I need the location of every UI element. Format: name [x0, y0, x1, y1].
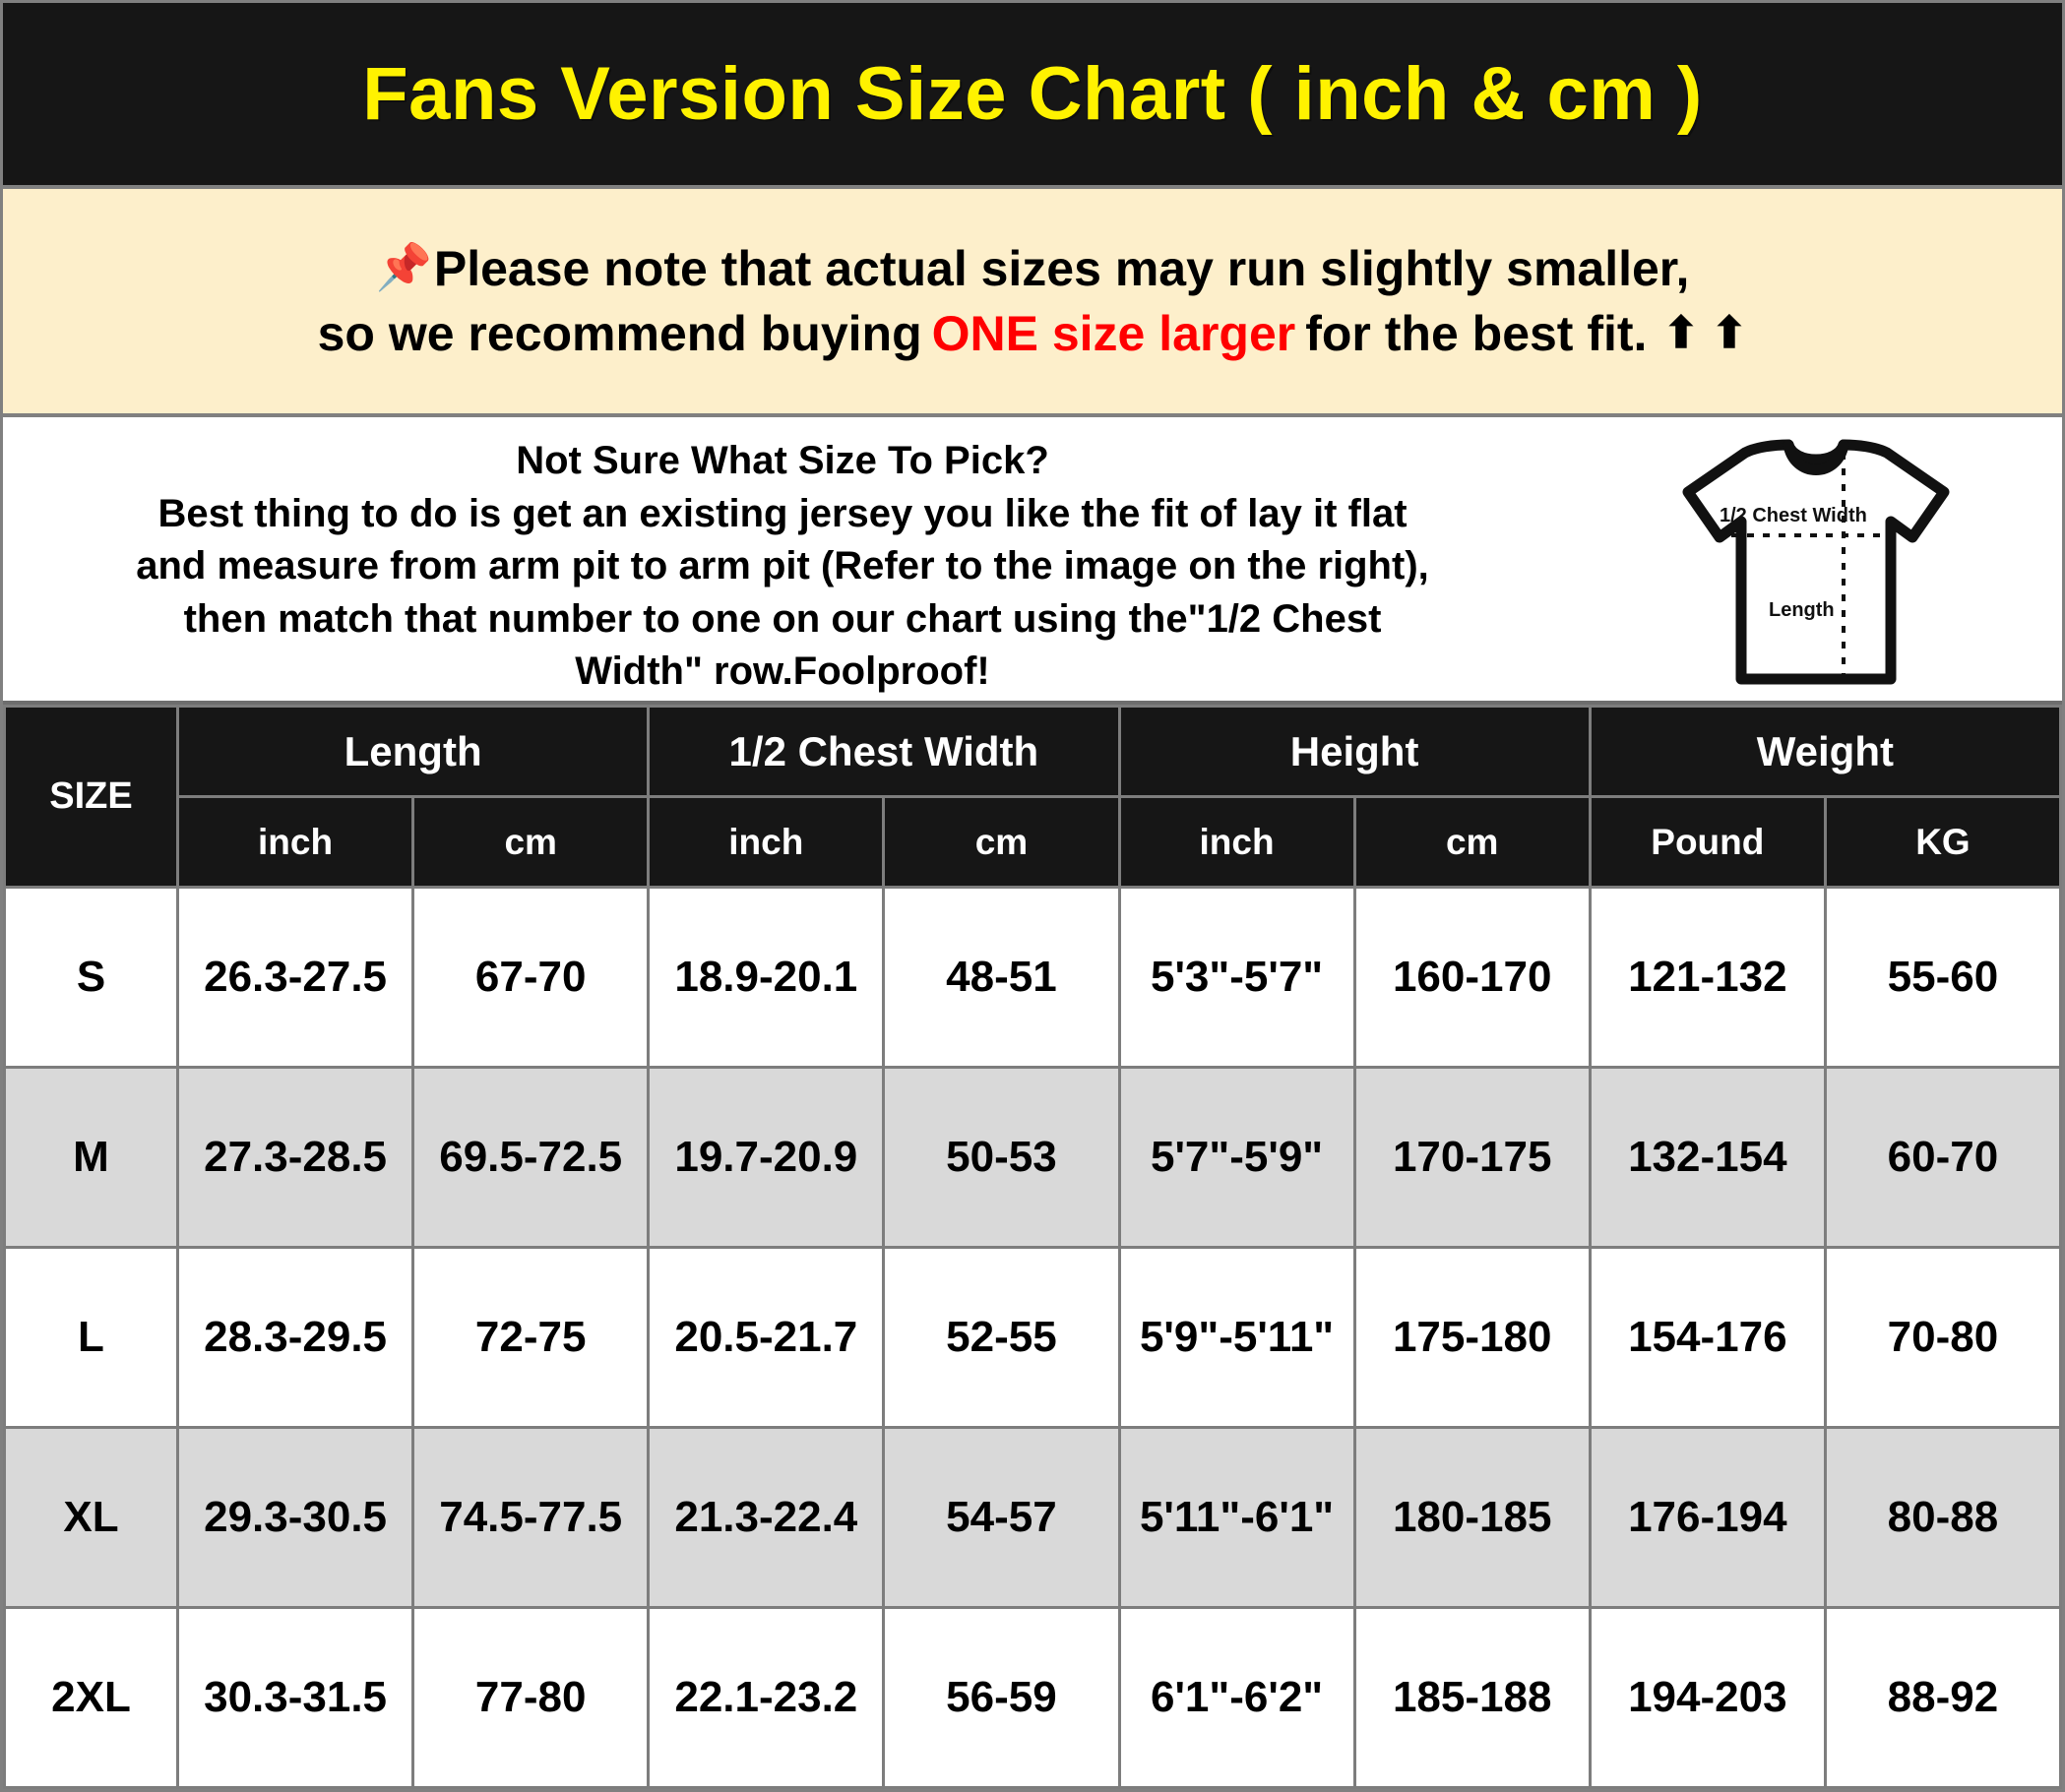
cell-weight-pound: 121-132: [1588, 886, 1827, 1069]
cell-height-cm: 160-170: [1352, 886, 1592, 1069]
header-unit-length-cm: cm: [411, 795, 651, 889]
cell-weight-kg: 88-92: [1823, 1606, 2063, 1789]
header-group-height: Height: [1117, 705, 1592, 798]
info-heading: Not Sure What Size To Pick?: [516, 439, 1049, 482]
header-unit-weight-pound: Pound: [1588, 795, 1827, 889]
cell-length-cm: 67-70: [411, 886, 651, 1069]
cell-length-cm: 77-80: [411, 1606, 651, 1789]
cell-weight-pound: 176-194: [1588, 1426, 1827, 1609]
cell-length-inch: 26.3-27.5: [175, 886, 415, 1069]
cell-length-cm: 69.5-72.5: [411, 1066, 651, 1249]
header-size: SIZE: [3, 705, 179, 889]
pushpin-icon: 📌: [375, 240, 432, 292]
title-bar: Fans Version Size Chart ( inch & cm ): [3, 3, 2062, 189]
cell-weight-kg: 60-70: [1823, 1066, 2063, 1249]
note-line-2: so we recommend buying ONE size larger f…: [318, 308, 1748, 360]
note-line-1-text: Please note that actual sizes may run sl…: [433, 240, 1690, 296]
cell-height-cm: 180-185: [1352, 1426, 1592, 1609]
cell-size: M: [3, 1066, 179, 1249]
cell-height-inch: 5'11"-6'1": [1117, 1426, 1356, 1609]
header-row-groups: SIZE Length 1/2 Chest Width Height Weigh…: [3, 705, 2063, 889]
note-line-2-suffix: for the best fit.: [1305, 306, 1648, 361]
cell-chest-cm: 52-55: [882, 1246, 1121, 1429]
tshirt-diagram-wrap: 1/2 Chest Width Length: [1570, 425, 2062, 695]
chest-width-label: 1/2 Chest Width: [1720, 505, 1867, 526]
cell-height-inch: 6'1"-6'2": [1117, 1606, 1356, 1789]
header-unit-weight-kg: KG: [1823, 795, 2063, 889]
cell-height-cm: 185-188: [1352, 1606, 1592, 1789]
tshirt-measurement-diagram: 1/2 Chest Width Length: [1682, 439, 1950, 685]
note-line-2-prefix: so we recommend buying: [317, 306, 922, 361]
size-table-body: S 26.3-27.5 67-70 18.9-20.1 48-51 5'3"-5…: [3, 886, 2063, 1789]
size-table-head: SIZE Length 1/2 Chest Width Height Weigh…: [3, 705, 2063, 889]
cell-height-cm: 170-175: [1352, 1066, 1592, 1249]
note-band: 📌 Please note that actual sizes may run …: [3, 189, 2062, 417]
arrow-up-icon: ⬆ ⬆: [1662, 309, 1748, 358]
table-row: S 26.3-27.5 67-70 18.9-20.1 48-51 5'3"-5…: [3, 886, 2063, 1069]
cell-height-cm: 175-180: [1352, 1246, 1592, 1429]
cell-chest-cm: 56-59: [882, 1606, 1121, 1789]
info-line-3: then match that number to one on our cha…: [183, 596, 1382, 641]
cell-weight-pound: 154-176: [1588, 1246, 1827, 1429]
size-table: SIZE Length 1/2 Chest Width Height Weigh…: [3, 705, 2063, 1789]
cell-height-inch: 5'9"-5'11": [1117, 1246, 1356, 1429]
cell-weight-kg: 80-88: [1823, 1426, 2063, 1609]
info-band: Not Sure What Size To Pick? Best thing t…: [3, 417, 2062, 705]
cell-weight-kg: 55-60: [1823, 886, 2063, 1069]
header-unit-height-inch: inch: [1117, 795, 1356, 889]
cell-length-inch: 30.3-31.5: [175, 1606, 415, 1789]
cell-chest-inch: 18.9-20.1: [647, 886, 886, 1069]
cell-chest-inch: 19.7-20.9: [647, 1066, 886, 1249]
cell-length-inch: 28.3-29.5: [175, 1246, 415, 1429]
cell-chest-inch: 20.5-21.7: [647, 1246, 886, 1429]
cell-chest-inch: 21.3-22.4: [647, 1426, 886, 1609]
cell-length-cm: 72-75: [411, 1246, 651, 1429]
note-emphasis: ONE size larger: [931, 306, 1296, 361]
cell-weight-kg: 70-80: [1823, 1246, 2063, 1429]
table-row: L 28.3-29.5 72-75 20.5-21.7 52-55 5'9"-5…: [3, 1246, 2063, 1429]
table-row: M 27.3-28.5 69.5-72.5 19.7-20.9 50-53 5'…: [3, 1066, 2063, 1249]
cell-length-cm: 74.5-77.5: [411, 1426, 651, 1609]
info-text-block: Not Sure What Size To Pick? Best thing t…: [3, 425, 1570, 699]
header-group-chest-width: 1/2 Chest Width: [647, 705, 1121, 798]
info-line-4: Width" row.Foolproof!: [575, 649, 990, 694]
length-label: Length: [1769, 599, 1835, 621]
cell-size: L: [3, 1246, 179, 1429]
header-group-length: Length: [175, 705, 651, 798]
header-unit-chest-inch: inch: [647, 795, 886, 889]
info-line-1: Best thing to do is get an existing jers…: [157, 491, 1408, 535]
info-line-2: and measure from arm pit to arm pit (Ref…: [136, 544, 1429, 588]
note-line-1: 📌 Please note that actual sizes may run …: [375, 240, 1690, 296]
header-group-weight: Weight: [1588, 705, 2063, 798]
cell-size: S: [3, 886, 179, 1069]
cell-length-inch: 29.3-30.5: [175, 1426, 415, 1609]
table-row: XL 29.3-30.5 74.5-77.5 21.3-22.4 54-57 5…: [3, 1426, 2063, 1609]
cell-height-inch: 5'7"-5'9": [1117, 1066, 1356, 1249]
cell-length-inch: 27.3-28.5: [175, 1066, 415, 1249]
cell-size: XL: [3, 1426, 179, 1609]
cell-chest-cm: 48-51: [882, 886, 1121, 1069]
header-unit-length-inch: inch: [175, 795, 415, 889]
header-unit-height-cm: cm: [1352, 795, 1592, 889]
cell-chest-cm: 50-53: [882, 1066, 1121, 1249]
cell-chest-cm: 54-57: [882, 1426, 1121, 1609]
cell-height-inch: 5'3"-5'7": [1117, 886, 1356, 1069]
header-row-units: inch cm inch cm inch cm Pound KG: [5, 795, 2063, 889]
table-row: 2XL 30.3-31.5 77-80 22.1-23.2 56-59 6'1"…: [3, 1606, 2063, 1789]
cell-size: 2XL: [3, 1606, 179, 1789]
cell-chest-inch: 22.1-23.2: [647, 1606, 886, 1789]
page-title: Fans Version Size Chart ( inch & cm ): [362, 52, 1703, 136]
header-unit-chest-cm: cm: [882, 795, 1121, 889]
cell-weight-pound: 194-203: [1588, 1606, 1827, 1789]
cell-weight-pound: 132-154: [1588, 1066, 1827, 1249]
